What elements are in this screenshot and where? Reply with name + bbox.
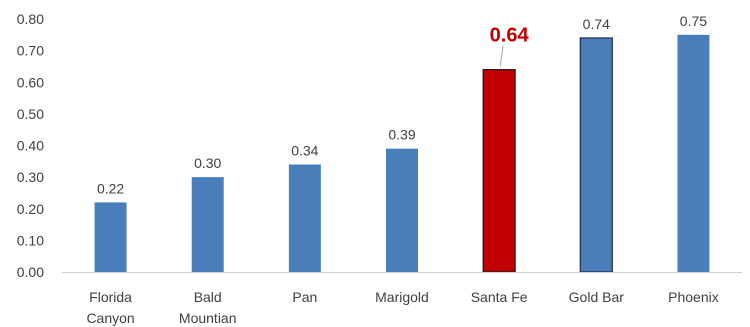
y-tick-label: 0.50 (17, 106, 44, 122)
data-label: 0.34 (291, 142, 318, 158)
y-tick-label: 0.70 (17, 43, 44, 59)
bar (191, 177, 224, 272)
y-tick-label: 0.20 (17, 201, 44, 217)
x-category-label-line: Florida (89, 289, 132, 305)
y-tick-label: 0.30 (17, 169, 44, 185)
x-category-label: Bald Mountian (179, 289, 237, 326)
bar (482, 68, 516, 273)
bar (677, 34, 710, 272)
bars: 0.22 0.30 0.34 0.39 0.64 0.74 0.75 (94, 13, 710, 273)
x-category-label: Santa Fe (471, 289, 528, 305)
x-category-label-line: Canyon (86, 310, 134, 326)
x-category-label: Pan (292, 289, 317, 305)
data-label: 0.75 (680, 13, 707, 29)
bar (579, 37, 613, 273)
data-label: 0.30 (194, 155, 221, 171)
x-category-label-line: Santa Fe (471, 289, 528, 305)
bar (94, 202, 127, 272)
x-category-label: Florida Canyon (86, 289, 134, 326)
x-category-label-line: Pan (292, 289, 317, 305)
y-tick-label: 0.40 (17, 138, 44, 154)
x-category-label-line: Mountian (179, 310, 237, 326)
data-label: 0.74 (583, 16, 610, 32)
y-tick-label: 0.80 (17, 11, 44, 27)
y-tick-label: 0.60 (17, 74, 44, 90)
x-axis: Florida Canyon Bald Mountian Pan Marigold Sant… (62, 272, 742, 326)
data-label: 0.22 (97, 180, 124, 196)
x-category-label: Phoenix (668, 289, 719, 305)
x-category-label-line: Marigold (375, 289, 429, 305)
x-category-label-line: Bald (194, 289, 222, 305)
x-category-label: Gold Bar (569, 289, 625, 305)
y-tick-label: 0.10 (17, 232, 44, 248)
x-category-label-line: Gold Bar (569, 289, 625, 305)
bar (288, 164, 321, 272)
highlight-data-label: 0.64 (490, 25, 530, 47)
x-category-label: Marigold (375, 289, 429, 305)
y-axis: 0.00 0.10 0.20 0.30 0.40 0.50 0.60 0.70 0.80 (17, 11, 44, 280)
label-leader-line (499, 45, 504, 67)
data-label: 0.39 (388, 127, 415, 143)
y-tick-label: 0.00 (17, 264, 44, 280)
bar (386, 148, 418, 272)
x-category-label-line: Phoenix (668, 289, 719, 305)
